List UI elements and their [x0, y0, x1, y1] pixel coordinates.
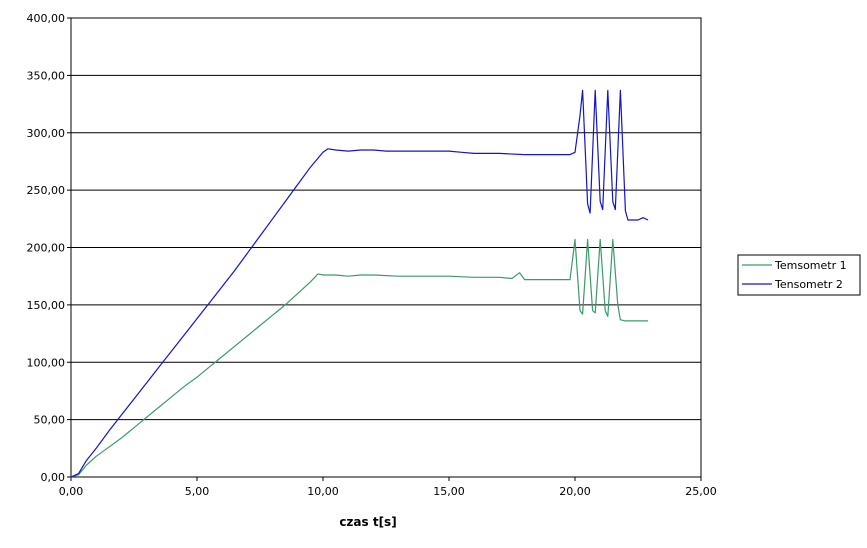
- x-tick-label: 15,00: [433, 485, 465, 498]
- y-tick-label: 350,00: [27, 69, 66, 82]
- y-tick-label: 100,00: [27, 356, 66, 369]
- legend-label-tensometr-2: Tensometr 2: [774, 278, 843, 291]
- legend-box: [737, 254, 861, 296]
- legend-label-temsometr-1: Temsometr 1: [774, 259, 847, 272]
- x-tick-label: 0,00: [59, 485, 84, 498]
- x-axis-tick-labels: 0,00 5,00 10,00 15,00 20,00 25,00: [59, 485, 717, 498]
- x-tick-label: 20,00: [559, 485, 591, 498]
- y-tick-label: 400,00: [27, 12, 66, 25]
- x-axis-title: czas t[s]: [339, 515, 396, 529]
- y-tick-label: 200,00: [27, 242, 66, 255]
- x-tick-label: 10,00: [307, 485, 339, 498]
- series-line-1: [70, 238, 649, 478]
- series-line-2: [70, 89, 649, 478]
- y-axis-tick-labels: 0,00 50,00 100,00 150,00 200,00 250,00 300,00 3…: [27, 12, 66, 484]
- x-tick-label: 25,00: [685, 485, 717, 498]
- legend: Temsometr 1 Tensometr 2: [737, 254, 861, 296]
- series-lines: [70, 89, 649, 478]
- x-tick-label: 5,00: [185, 485, 210, 498]
- y-tick-label: 250,00: [27, 184, 66, 197]
- y-tick-label: 50,00: [34, 414, 66, 427]
- y-tick-label: 300,00: [27, 127, 66, 140]
- y-tick-label: 150,00: [27, 299, 66, 312]
- y-tick-label: 0,00: [41, 471, 66, 484]
